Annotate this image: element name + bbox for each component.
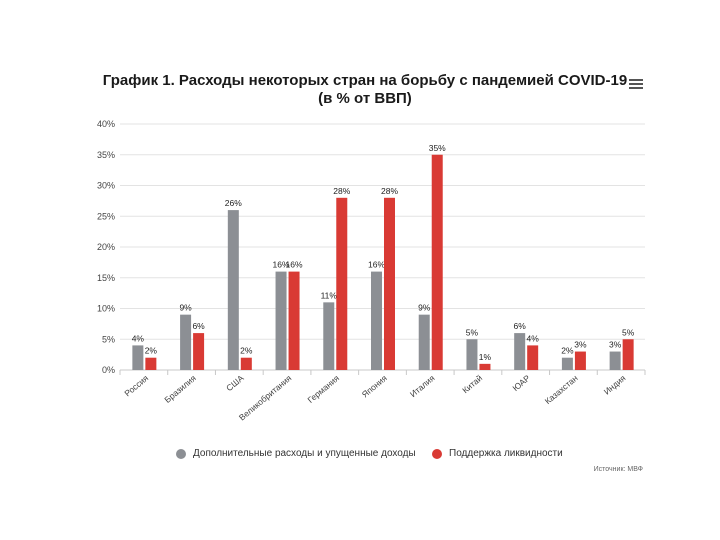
x-tick-label: Казахстан xyxy=(543,373,580,406)
x-tick-label: США xyxy=(224,373,246,393)
bar-spending xyxy=(514,333,526,370)
bar-spending xyxy=(132,345,144,370)
x-tick-label: Бразилия xyxy=(162,373,198,405)
source-note: Источник: МВФ xyxy=(593,466,643,473)
bar-liquidity xyxy=(145,357,157,370)
data-label: 9% xyxy=(179,303,192,313)
bar-liquidity xyxy=(574,351,586,370)
data-label: 9% xyxy=(418,303,431,313)
bar-spending xyxy=(180,314,192,370)
data-label: 4% xyxy=(527,333,540,343)
y-tick-label: 0% xyxy=(102,365,115,375)
bar-spending xyxy=(323,302,335,370)
data-label: 26% xyxy=(225,198,242,208)
x-tick-label: Германия xyxy=(305,373,341,405)
legend-marker-red xyxy=(432,448,442,459)
bar-liquidity xyxy=(240,357,252,370)
data-label: 28% xyxy=(333,186,350,196)
y-tick-label: 10% xyxy=(97,304,115,314)
hamburger-menu-icon[interactable] xyxy=(629,79,643,90)
y-tick-label: 5% xyxy=(102,334,115,344)
data-label: 16% xyxy=(368,260,385,270)
bar-spending xyxy=(275,271,287,370)
data-label: 4% xyxy=(132,333,145,343)
x-tick-label: Великобритания xyxy=(237,373,294,423)
legend-item-additional-spending[interactable]: Дополнительные расходы и упущенные доход… xyxy=(176,448,416,459)
data-label: 2% xyxy=(240,346,253,356)
y-tick-label: 40% xyxy=(97,119,115,129)
bar-spending xyxy=(418,314,430,370)
data-label: 2% xyxy=(561,346,574,356)
bar-liquidity xyxy=(622,339,634,370)
bar-spending xyxy=(466,339,478,370)
y-tick-label: 30% xyxy=(97,181,115,191)
legend-marker-gray xyxy=(176,448,186,459)
bar-spending xyxy=(561,357,573,370)
data-label: 5% xyxy=(622,327,635,337)
data-label: 2% xyxy=(145,346,158,356)
legend-item-liquidity-support[interactable]: Поддержка ликвидности xyxy=(432,448,563,459)
y-tick-label: 35% xyxy=(97,150,115,160)
bar-spending xyxy=(371,271,382,370)
legend-label: Поддержка ликвидности xyxy=(449,448,563,459)
data-label: 11% xyxy=(321,290,338,300)
y-tick-label: 15% xyxy=(97,273,115,283)
data-label: 6% xyxy=(192,321,205,331)
bar-liquidity xyxy=(288,271,300,370)
data-label: 16% xyxy=(273,260,290,270)
data-label: 1% xyxy=(479,352,492,362)
y-tick-label: 25% xyxy=(97,211,115,221)
data-label: 5% xyxy=(466,327,479,337)
bar-liquidity xyxy=(193,333,205,370)
x-tick-label: ЮАР xyxy=(510,373,532,393)
bar-liquidity xyxy=(479,363,491,370)
y-tick-label: 20% xyxy=(97,242,115,252)
data-label: 3% xyxy=(609,340,622,350)
x-tick-label: Китай xyxy=(460,373,484,396)
data-label: 28% xyxy=(381,186,398,196)
data-label: 35% xyxy=(429,143,446,153)
bar-liquidity xyxy=(431,154,443,370)
bar-liquidity xyxy=(384,197,395,370)
bar-liquidity xyxy=(527,345,539,370)
bar-spending xyxy=(227,210,239,370)
chart-subtitle: (в % от ВВП) xyxy=(318,90,412,107)
data-label: 6% xyxy=(514,321,527,331)
data-label: 3% xyxy=(574,340,587,350)
chart-title: График 1. Расходы некоторых стран на бор… xyxy=(102,72,628,89)
x-tick-label: Италия xyxy=(408,373,437,400)
bar-spending xyxy=(609,351,621,370)
x-tick-label: Япония xyxy=(360,373,389,400)
x-tick-label: Россия xyxy=(122,373,150,399)
legend-label: Дополнительные расходы и упущенные доход… xyxy=(193,448,416,459)
data-label: 16% xyxy=(286,260,303,270)
x-tick-label: Индия xyxy=(602,373,628,397)
bar-liquidity xyxy=(336,197,348,370)
